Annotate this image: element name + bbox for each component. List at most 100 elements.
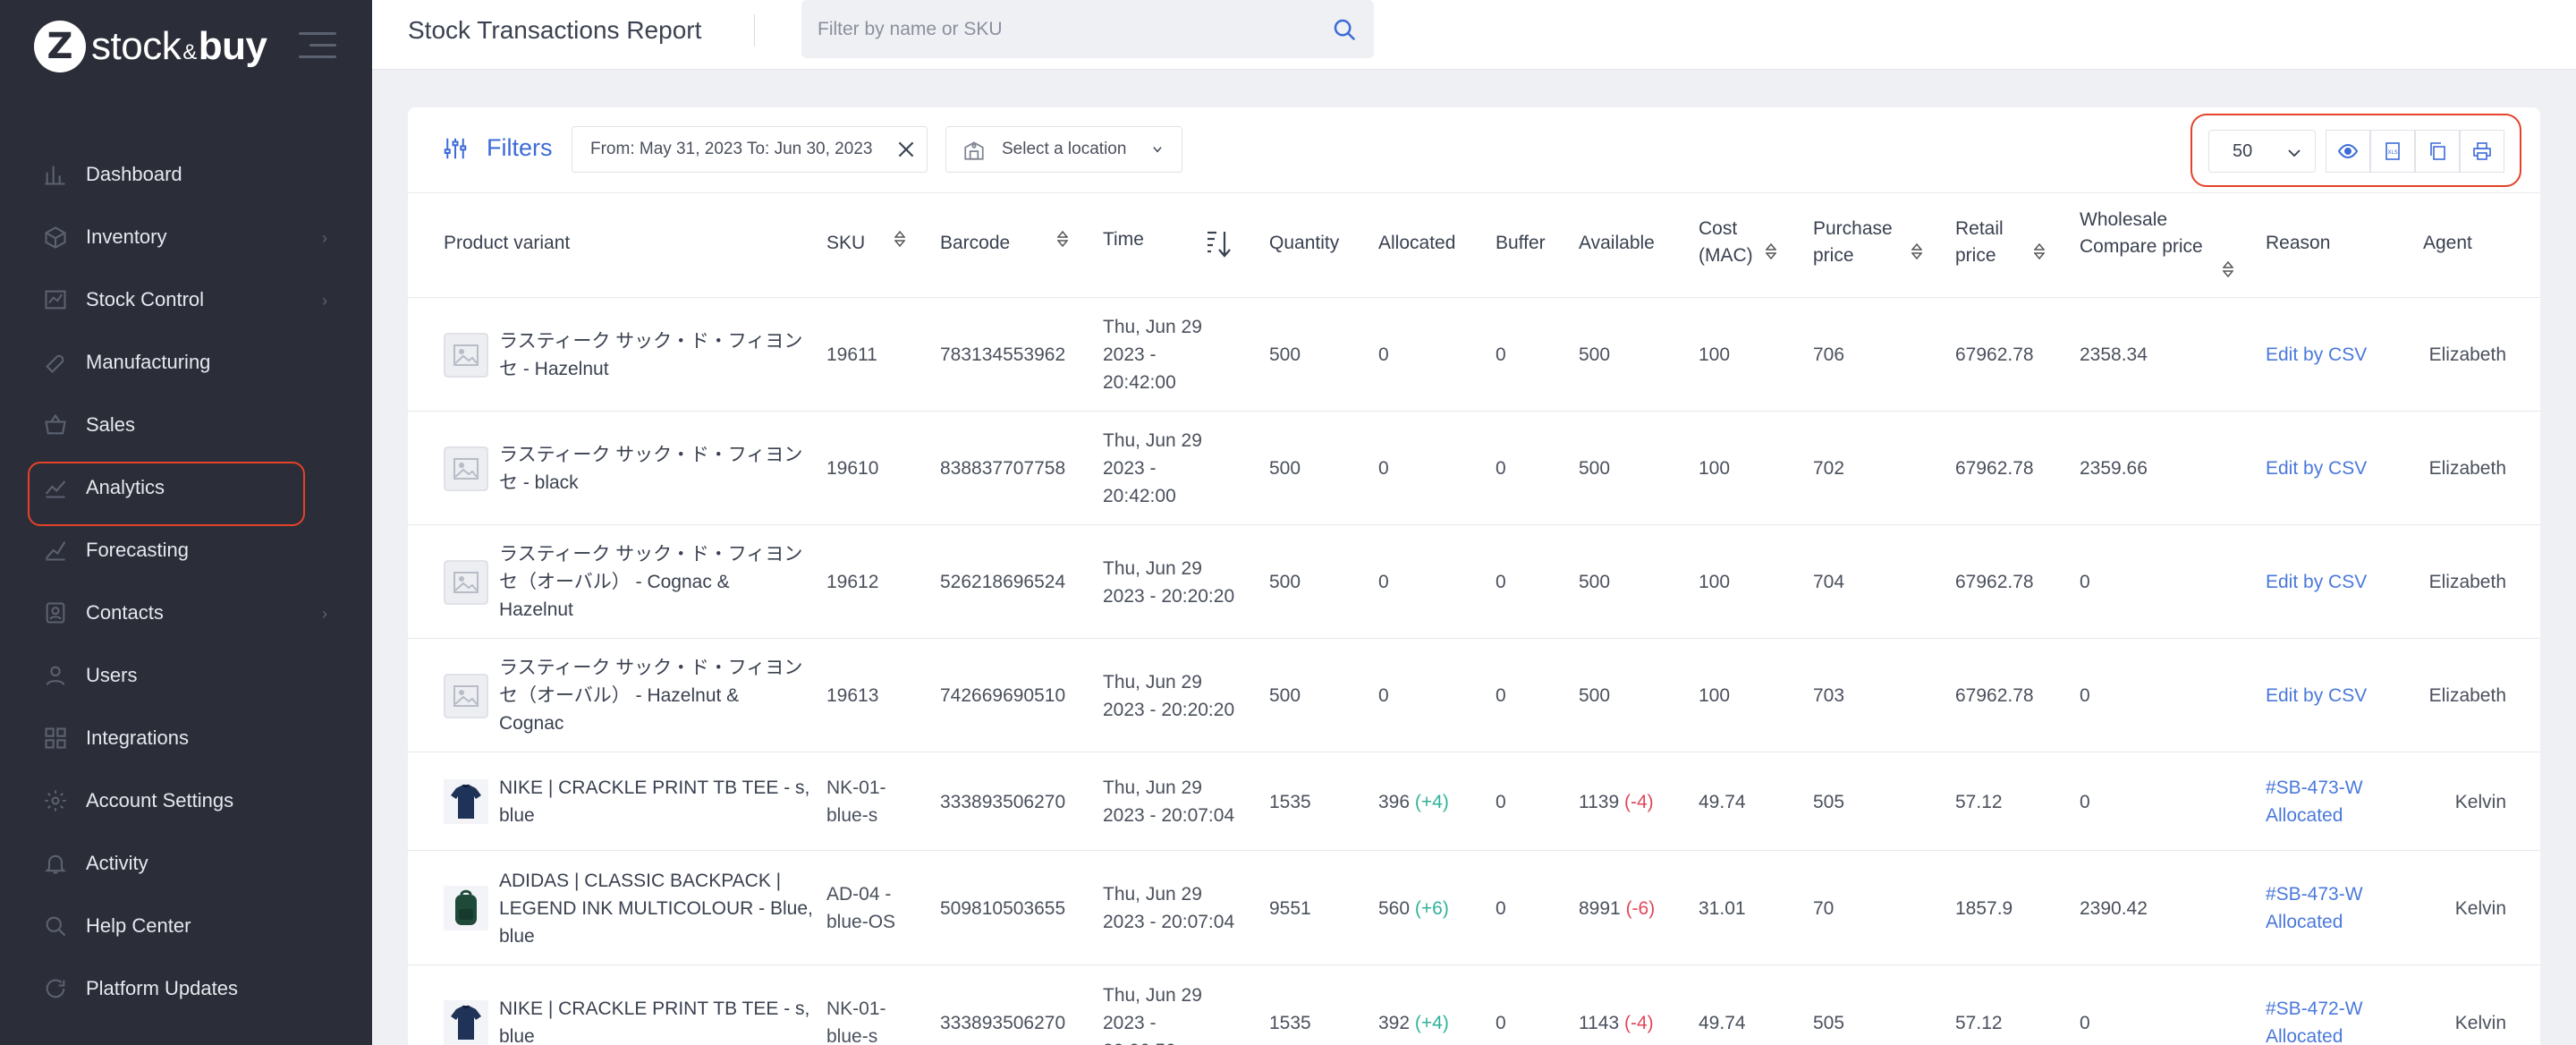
- sidebar-nav: Dashboard Inventory › Stock Control › Manufac…: [0, 143, 372, 1020]
- buffer-cell: 0: [1496, 792, 1506, 812]
- brand-logo[interactable]: Z stock&buy: [34, 20, 267, 73]
- table-row[interactable]: NIKE | CRACKLE PRINT TB TEE - s, blue NK-0…: [408, 965, 2540, 1045]
- table-row[interactable]: ラスティーク サック・ド・フィヨンセ - black 19610 838837707…: [408, 412, 2540, 525]
- column-header-agent[interactable]: Agent: [2423, 233, 2472, 253]
- sidebar-item-manufacturing[interactable]: Manufacturing: [0, 331, 372, 394]
- purchase-price-cell: 505: [1813, 1013, 1845, 1033]
- product-name[interactable]: ラスティーク サック・ド・フィヨン セ（オーバル） - Hazelnut & Cog…: [499, 658, 803, 734]
- sidebar-item-activity[interactable]: Activity: [0, 832, 372, 895]
- table-row[interactable]: ラスティーク サック・ド・フィヨン セ（オーバル） - Cognac & Hazel…: [408, 525, 2540, 639]
- reason-link[interactable]: Edit by CSV: [2266, 572, 2368, 592]
- reason-link[interactable]: #SB-472-W Allocated: [2266, 998, 2363, 1045]
- sort-icon[interactable]: [2222, 260, 2234, 278]
- column-header-sku[interactable]: SKU: [826, 233, 866, 253]
- column-header-time[interactable]: Time: [1103, 229, 1144, 250]
- sidebar-item-sales[interactable]: Sales: [0, 394, 372, 456]
- reason-link[interactable]: Edit by CSV: [2266, 344, 2368, 365]
- column-header-retail-price[interactable]: Retail price: [1955, 218, 2004, 266]
- sidebar-item-forecasting[interactable]: Forecasting: [0, 519, 372, 582]
- column-header-buffer[interactable]: Buffer: [1496, 233, 1546, 253]
- product-name[interactable]: ラスティーク サック・ド・フィヨン セ（オーバル） - Cognac & Hazel…: [499, 544, 803, 620]
- search-icon[interactable]: [1331, 16, 1358, 43]
- column-header-purchase-price[interactable]: Purchase price: [1813, 218, 1893, 266]
- users-icon: [41, 663, 70, 688]
- print-button[interactable]: [2460, 130, 2504, 173]
- sort-icon[interactable]: [2033, 242, 2046, 260]
- sidebar-item-inventory[interactable]: Inventory ›: [0, 206, 372, 268]
- wholesale-price-cell: 0: [2080, 572, 2090, 592]
- copy-button[interactable]: [2415, 130, 2460, 173]
- reason-link[interactable]: #SB-473-W Allocated: [2266, 777, 2363, 826]
- buffer-cell: 0: [1496, 685, 1506, 706]
- sidebar-item-dashboard[interactable]: Dashboard: [0, 143, 372, 206]
- delta-value: (-4): [1624, 1013, 1654, 1033]
- sort-descending-icon[interactable]: [1204, 228, 1233, 259]
- purchase-price-cell: 703: [1813, 685, 1845, 706]
- sidebar-item-account-settings[interactable]: Account Settings: [0, 769, 372, 832]
- column-header-reason[interactable]: Reason: [2266, 233, 2331, 253]
- column-header-allocated[interactable]: Allocated: [1378, 233, 1456, 253]
- product-name[interactable]: ADIDAS | CLASSIC BACKPACK | LEGEND INK MU…: [499, 871, 813, 947]
- logo-mark-icon: Z: [34, 21, 86, 72]
- agent-cell: Kelvin: [2454, 792, 2506, 812]
- allocated-cell: 396 (+4): [1378, 792, 1449, 812]
- search-input[interactable]: [818, 0, 1318, 58]
- column-header-cost[interactable]: Cost (MAC): [1699, 218, 1753, 266]
- sidebar-item-analytics[interactable]: Analytics: [0, 456, 372, 519]
- column-header-barcode[interactable]: Barcode: [940, 233, 1011, 253]
- retail-price-cell: 57.12: [1955, 792, 2003, 812]
- cost-cell: 100: [1699, 572, 1731, 592]
- filters-label[interactable]: Filters: [487, 134, 553, 161]
- table-row[interactable]: ラスティーク サック・ド・フィヨンセ - Hazelnut 19611 783134…: [408, 298, 2540, 412]
- sort-icon[interactable]: [1765, 242, 1777, 260]
- filters-bar: Filters From: May 31, 2023 To: Jun 30, 2…: [408, 107, 2540, 193]
- product-image: [444, 560, 488, 605]
- product-image: [444, 1000, 488, 1045]
- column-visibility-button[interactable]: [2326, 130, 2370, 173]
- retail-price-cell: 67962.78: [1955, 344, 2034, 365]
- reason-link[interactable]: Edit by CSV: [2266, 458, 2368, 479]
- sort-icon[interactable]: [894, 230, 906, 248]
- agent-cell: Elizabeth: [2428, 344, 2506, 365]
- sidebar-item-users[interactable]: Users: [0, 644, 372, 707]
- column-header-product[interactable]: Product variant: [444, 233, 571, 253]
- svg-text:XLS: XLS: [2387, 149, 2397, 156]
- date-range-filter[interactable]: From: May 31, 2023 To: Jun 30, 2023: [572, 126, 928, 173]
- sidebar-item-label: Contacts: [86, 601, 164, 624]
- column-header-wholesale-price[interactable]: Wholesale Compare price: [2080, 209, 2203, 257]
- chevron-right-icon: ›: [322, 605, 327, 623]
- sort-icon[interactable]: [1911, 242, 1923, 260]
- top-header: Stock Transactions Report: [372, 0, 2576, 70]
- barcode-cell: 509810503655: [940, 898, 1066, 919]
- product-name[interactable]: ラスティーク サック・ド・フィヨンセ - Hazelnut: [499, 331, 803, 379]
- sidebar-item-contacts[interactable]: Contacts ›: [0, 582, 372, 644]
- table-row[interactable]: ラスティーク サック・ド・フィヨン セ（オーバル） - Hazelnut & Cog…: [408, 639, 2540, 752]
- product-name[interactable]: ラスティーク サック・ド・フィヨンセ - black: [499, 445, 803, 493]
- product-name[interactable]: NIKE | CRACKLE PRINT TB TEE - s, blue: [499, 998, 810, 1045]
- product-name[interactable]: NIKE | CRACKLE PRINT TB TEE - s, blue: [499, 777, 810, 826]
- buffer-cell: 0: [1496, 458, 1506, 479]
- location-select[interactable]: Select a location: [945, 126, 1182, 173]
- sidebar-item-integrations[interactable]: Integrations: [0, 707, 372, 769]
- sidebar-item-stock-control[interactable]: Stock Control ›: [0, 268, 372, 331]
- close-icon[interactable]: [894, 138, 918, 161]
- export-excel-button[interactable]: XLS: [2370, 130, 2415, 173]
- retail-price-cell: 1857.9: [1955, 898, 2013, 919]
- filters-sliders-icon[interactable]: [442, 134, 469, 163]
- menu-toggle-icon[interactable]: [299, 32, 336, 61]
- barcode-cell: 742669690510: [940, 685, 1066, 706]
- sidebar-item-platform-updates[interactable]: Platform Updates: [0, 957, 372, 1020]
- table-row[interactable]: NIKE | CRACKLE PRINT TB TEE - s, blue NK-0…: [408, 752, 2540, 851]
- reason-link[interactable]: Edit by CSV: [2266, 685, 2368, 706]
- column-header-available[interactable]: Available: [1579, 233, 1655, 253]
- reason-link[interactable]: #SB-473-W Allocated: [2266, 884, 2363, 932]
- table-row[interactable]: ADIDAS | CLASSIC BACKPACK | LEGEND INK MU…: [408, 851, 2540, 965]
- sort-icon[interactable]: [1056, 230, 1069, 248]
- wholesale-price-cell: 0: [2080, 685, 2090, 706]
- per-page-select[interactable]: 50: [2208, 130, 2316, 173]
- cost-cell: 100: [1699, 458, 1731, 479]
- agent-cell: Elizabeth: [2428, 685, 2506, 706]
- column-header-quantity[interactable]: Quantity: [1269, 233, 1340, 253]
- sidebar-item-help-center[interactable]: Help Center: [0, 895, 372, 957]
